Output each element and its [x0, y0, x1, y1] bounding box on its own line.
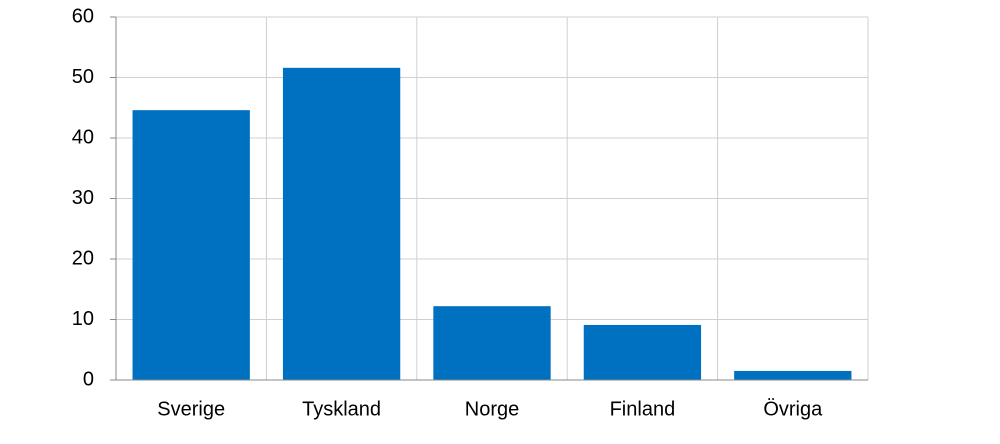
- x-tick-label: Sverige: [157, 398, 225, 420]
- bar: [433, 306, 551, 380]
- bar: [132, 110, 250, 381]
- x-tick-label: Norge: [465, 398, 519, 420]
- bar: [734, 370, 852, 380]
- x-tick-label: Tyskland: [302, 398, 381, 420]
- y-tick-label: 20: [72, 247, 94, 269]
- x-tick-label: Övriga: [763, 398, 823, 420]
- y-tick-label: 50: [72, 66, 94, 88]
- bar: [282, 67, 401, 380]
- y-tick-label: 0: [83, 368, 94, 390]
- x-tick-label: Finland: [610, 398, 676, 420]
- y-tick-label: 60: [72, 5, 94, 27]
- y-tick-label: 10: [72, 308, 94, 330]
- y-tick-label: 30: [72, 187, 94, 209]
- bar: [583, 324, 702, 380]
- y-tick-label: 40: [72, 126, 94, 148]
